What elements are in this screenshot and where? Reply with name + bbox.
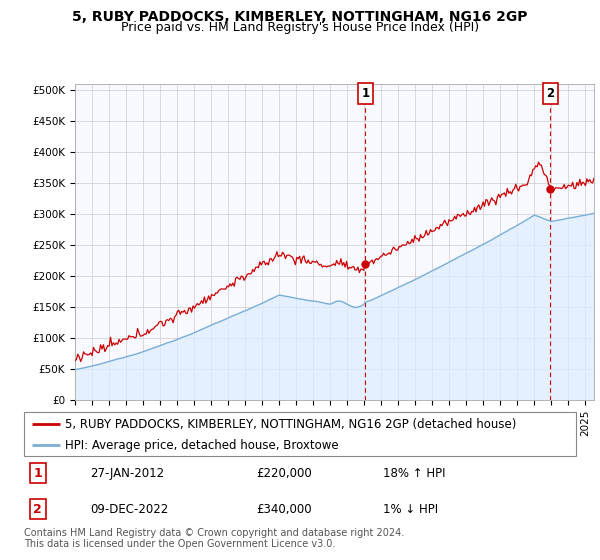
Text: 18% ↑ HPI: 18% ↑ HPI — [383, 467, 445, 480]
Text: 5, RUBY PADDOCKS, KIMBERLEY, NOTTINGHAM, NG16 2GP: 5, RUBY PADDOCKS, KIMBERLEY, NOTTINGHAM,… — [72, 10, 528, 24]
Text: HPI: Average price, detached house, Broxtowe: HPI: Average price, detached house, Brox… — [65, 438, 339, 452]
Text: 09-DEC-2022: 09-DEC-2022 — [90, 503, 169, 516]
Text: Price paid vs. HM Land Registry's House Price Index (HPI): Price paid vs. HM Land Registry's House … — [121, 21, 479, 34]
Text: 5, RUBY PADDOCKS, KIMBERLEY, NOTTINGHAM, NG16 2GP (detached house): 5, RUBY PADDOCKS, KIMBERLEY, NOTTINGHAM,… — [65, 418, 517, 431]
Text: 1: 1 — [361, 87, 370, 100]
Text: 2: 2 — [34, 503, 42, 516]
Text: £340,000: £340,000 — [256, 503, 311, 516]
Text: £220,000: £220,000 — [256, 467, 311, 480]
Text: Contains HM Land Registry data © Crown copyright and database right 2024.
This d: Contains HM Land Registry data © Crown c… — [24, 528, 404, 549]
Text: 1% ↓ HPI: 1% ↓ HPI — [383, 503, 438, 516]
Text: 1: 1 — [34, 467, 42, 480]
Text: 27-JAN-2012: 27-JAN-2012 — [90, 467, 164, 480]
Text: 2: 2 — [547, 87, 554, 100]
